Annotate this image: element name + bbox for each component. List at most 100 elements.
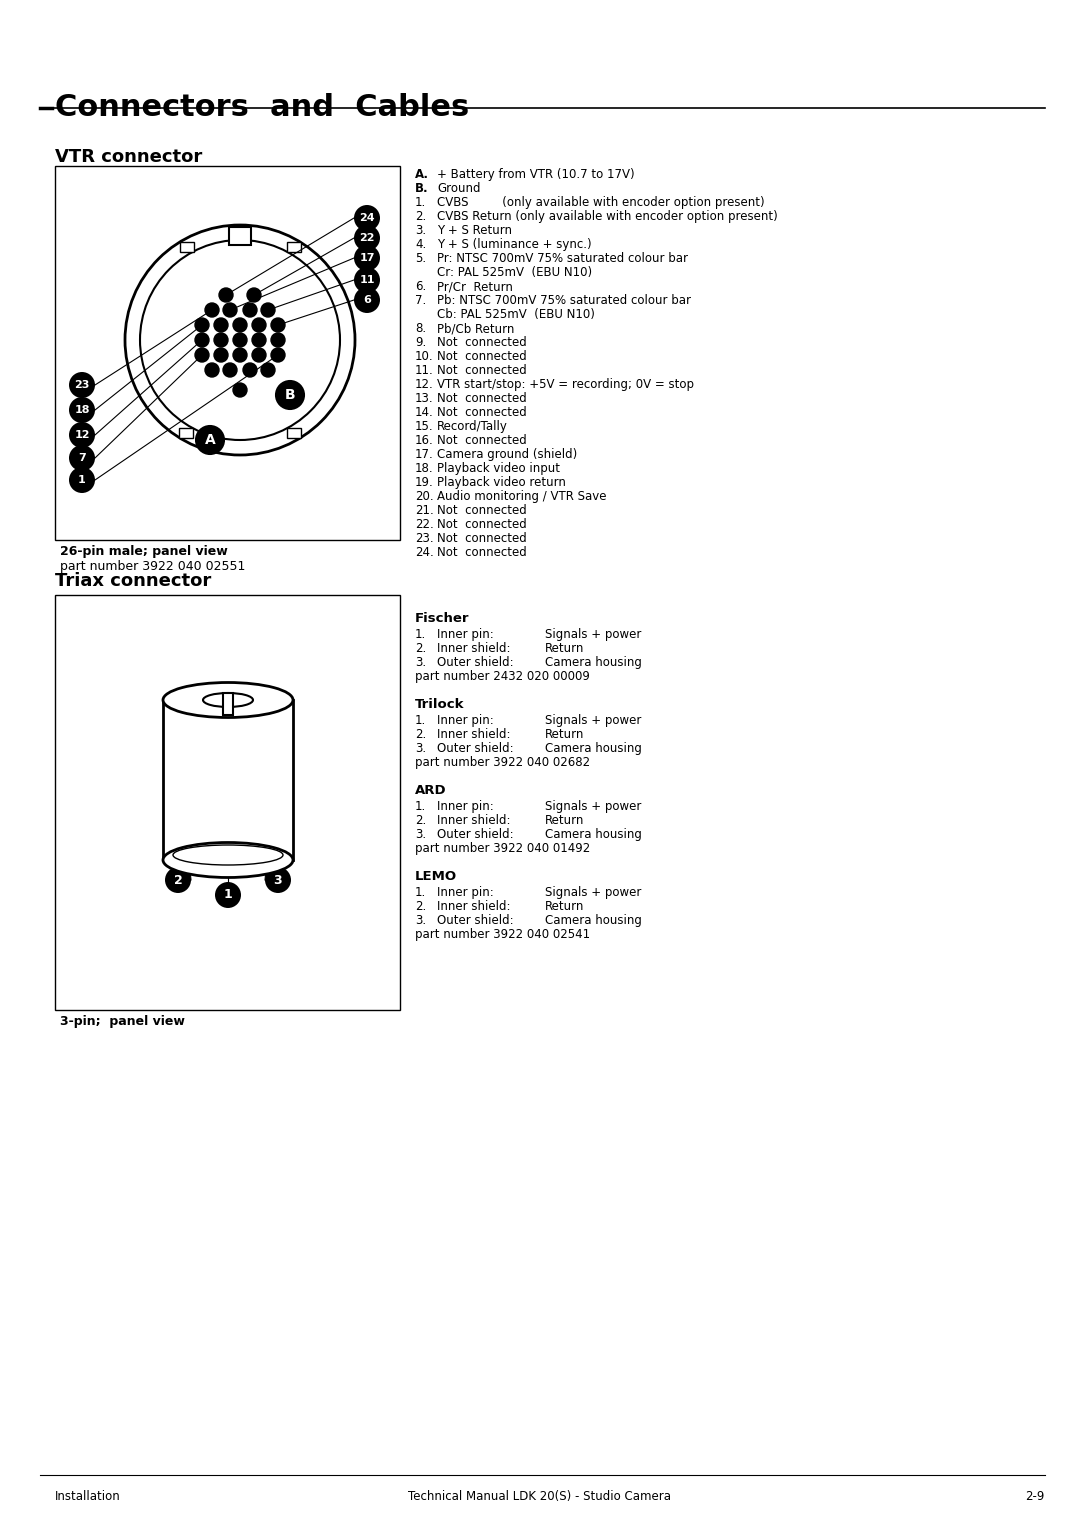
Circle shape [215,882,241,908]
Text: Pb: NTSC 700mV 75% saturated colour bar: Pb: NTSC 700mV 75% saturated colour bar [437,293,691,307]
Text: 12.: 12. [415,377,434,391]
Text: 9.: 9. [415,336,427,348]
Text: 17: 17 [360,254,375,263]
Circle shape [261,364,275,377]
Bar [163,700,293,860]
Text: part number 3922 040 01492: part number 3922 040 01492 [415,842,591,856]
Circle shape [222,364,237,377]
Text: 2: 2 [174,874,183,886]
Ellipse shape [163,842,293,877]
Text: 1: 1 [78,475,86,484]
Circle shape [276,380,303,410]
Ellipse shape [203,694,253,707]
Text: Inner pin:: Inner pin: [437,801,494,813]
Circle shape [165,866,191,892]
Circle shape [354,287,380,313]
Text: 1.: 1. [415,886,427,898]
Text: 16.: 16. [415,434,434,448]
Text: 14.: 14. [415,406,434,419]
Text: part number 3922 040 02541: part number 3922 040 02541 [415,927,590,941]
Circle shape [195,333,210,347]
Circle shape [271,333,285,347]
Text: 10.: 10. [415,350,434,364]
Text: ARD: ARD [415,784,447,798]
Text: part number 3922 040 02682: part number 3922 040 02682 [415,756,590,769]
Text: 2.: 2. [415,814,427,827]
Text: 18.: 18. [415,461,434,475]
Text: CVBS Return (only available with encoder option present): CVBS Return (only available with encoder… [437,209,778,223]
Circle shape [261,303,275,316]
Text: 4.: 4. [415,238,427,251]
Circle shape [219,287,233,303]
Text: 20.: 20. [415,490,434,503]
Text: 3.: 3. [415,914,427,927]
Text: Outer shield:: Outer shield: [437,656,514,669]
Text: Return: Return [545,814,584,827]
Text: VTR start/stop: +5V = recording; 0V = stop: VTR start/stop: +5V = recording; 0V = st… [437,377,694,391]
Text: + Battery from VTR (10.7 to 17V): + Battery from VTR (10.7 to 17V) [437,168,635,180]
Text: Return: Return [545,900,584,914]
Text: 7: 7 [78,452,86,463]
Circle shape [214,333,228,347]
Text: 2.: 2. [415,209,427,223]
Text: Not  connected: Not connected [437,350,527,364]
Text: Technical Manual LDK 20(S) - Studio Camera: Technical Manual LDK 20(S) - Studio Came… [408,1490,672,1504]
Text: Inner pin:: Inner pin: [437,628,494,642]
Text: Signals + power: Signals + power [545,714,642,727]
Text: Audio monitoring / VTR Save: Audio monitoring / VTR Save [437,490,607,503]
Text: 5.: 5. [415,252,427,264]
Circle shape [252,348,266,362]
Text: 2-9: 2-9 [1026,1490,1045,1504]
Text: Not  connected: Not connected [437,545,527,559]
Text: Inner shield:: Inner shield: [437,900,511,914]
Text: 17.: 17. [415,448,434,461]
Circle shape [195,426,224,454]
Text: Installation: Installation [55,1490,121,1504]
Circle shape [233,348,247,362]
Circle shape [252,318,266,332]
Text: Y + S Return: Y + S Return [437,225,512,237]
Text: Fischer: Fischer [415,613,470,625]
Ellipse shape [163,683,293,718]
Text: Cr: PAL 525mV  (EBU N10): Cr: PAL 525mV (EBU N10) [437,266,592,280]
Circle shape [205,303,219,316]
Text: VTR connector: VTR connector [55,148,202,167]
Text: 21.: 21. [415,504,434,516]
Text: B: B [285,388,295,402]
Text: 22: 22 [360,232,375,243]
Text: 1: 1 [224,888,232,902]
Text: 23: 23 [75,380,90,390]
Circle shape [214,318,228,332]
Text: 24: 24 [360,212,375,223]
Circle shape [222,303,237,316]
Text: Pr: NTSC 700mV 75% saturated colour bar: Pr: NTSC 700mV 75% saturated colour bar [437,252,688,264]
Bar [55,167,400,539]
Text: A: A [204,432,215,448]
Text: Trilock: Trilock [415,698,464,711]
Text: Playback video input: Playback video input [437,461,561,475]
Text: Inner shield:: Inner shield: [437,642,511,656]
Text: 12: 12 [75,429,90,440]
Text: 6: 6 [363,295,370,306]
Text: Not  connected: Not connected [437,393,527,405]
Text: Ground: Ground [437,182,481,196]
Text: 6.: 6. [415,280,427,293]
Text: part number 3922 040 02551: part number 3922 040 02551 [60,559,245,573]
Text: Outer shield:: Outer shield: [437,828,514,840]
Text: Camera ground (shield): Camera ground (shield) [437,448,577,461]
Circle shape [214,348,228,362]
Text: Not  connected: Not connected [437,406,527,419]
Text: 1.: 1. [415,196,427,209]
Text: Not  connected: Not connected [437,518,527,532]
Bar [179,243,193,252]
Text: Connectors  and  Cables: Connectors and Cables [55,93,469,122]
Text: Camera housing: Camera housing [545,828,642,840]
Text: Inner shield:: Inner shield: [437,814,511,827]
Circle shape [69,468,95,494]
Text: Not  connected: Not connected [437,336,527,348]
Text: Not  connected: Not connected [437,504,527,516]
Text: CVBS         (only available with encoder option present): CVBS (only available with encoder option… [437,196,765,209]
Text: 7.: 7. [415,293,427,307]
Text: 1.: 1. [415,801,427,813]
Circle shape [354,205,380,231]
